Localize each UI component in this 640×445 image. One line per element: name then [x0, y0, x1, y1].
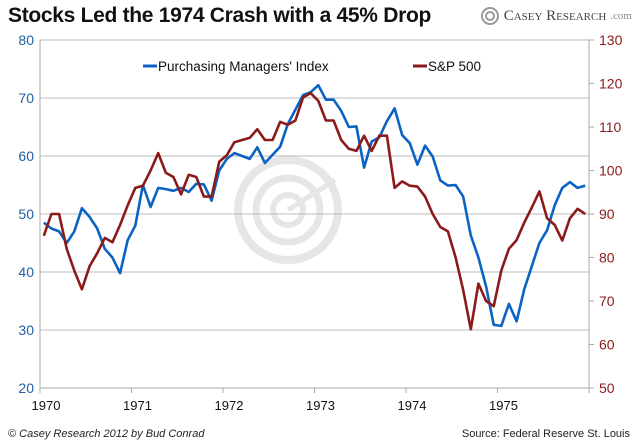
y-right-tick-label: 130: [599, 32, 623, 48]
y-left-tick-label: 70: [18, 90, 34, 106]
x-tick-label: 1973: [306, 398, 335, 413]
y-left-tick-label: 30: [18, 322, 34, 338]
y-right-tick-label: 110: [599, 119, 622, 135]
y-right-tick-label: 120: [599, 76, 623, 92]
y-right-tick-label: 70: [599, 293, 615, 309]
sp500-line: [42, 91, 586, 331]
x-tick-label: 1970: [32, 398, 61, 413]
watermark-logo: [234, 156, 342, 264]
footer-source: Source: Federal Reserve St. Louis: [461, 428, 630, 440]
pmi-line: [43, 83, 586, 328]
y-right-tick-label: 60: [599, 337, 615, 353]
logo-icon: [480, 7, 499, 25]
legend-label: Purchasing Managers' Index: [158, 59, 329, 74]
y-left-tick-label: 50: [18, 206, 34, 222]
y-right-tick-label: 100: [599, 163, 623, 179]
x-tick-label: 1972: [215, 398, 244, 413]
y-left-tick-label: 40: [18, 264, 34, 280]
y-left-tick-label: 80: [18, 32, 34, 48]
legend-label: S&P 500: [428, 59, 481, 74]
footer-credit: © Casey Research 2012 by Bud Conrad: [8, 428, 205, 440]
logo: Casey Research .com: [480, 6, 632, 26]
x-tick-label: 1971: [123, 398, 152, 413]
logo-text: Casey Research: [503, 7, 607, 24]
y-right-tick-label: 90: [599, 206, 615, 222]
x-tick-label: 1975: [489, 398, 518, 413]
y-left-tick-label: 20: [18, 380, 34, 396]
y-right-tick-label: 80: [599, 250, 615, 266]
y-right-tick-label: 50: [599, 380, 615, 396]
y-left-tick-label: 60: [18, 148, 34, 164]
x-tick-label: 1974: [398, 398, 427, 413]
logo-suffix: .com: [610, 10, 632, 22]
chart-title: Stocks Led the 1974 Crash with a 45% Dro…: [8, 4, 432, 27]
